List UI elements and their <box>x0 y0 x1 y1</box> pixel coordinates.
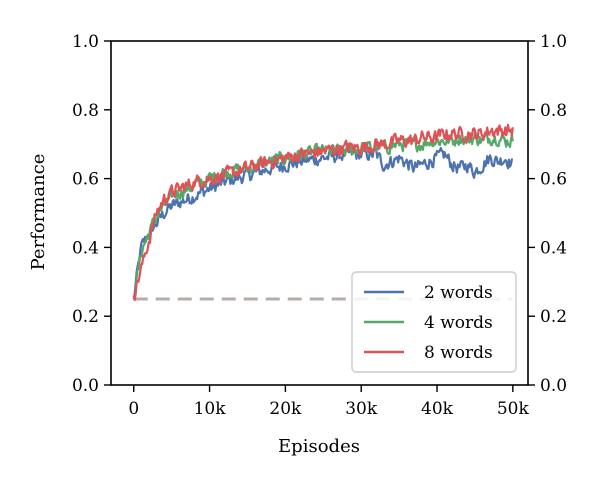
series-line-1 <box>132 145 513 300</box>
x-axis-label: Episodes <box>278 436 360 457</box>
series-line-3 <box>132 123 514 301</box>
legend-label-1: 2 words <box>424 283 493 303</box>
x-tick-label: 0 <box>128 399 139 419</box>
y-tick-label-left: 0.6 <box>72 170 99 190</box>
y-tick-label-left: 0.2 <box>72 307 99 327</box>
y-tick-label-right: 1.0 <box>540 32 567 52</box>
y-tick-label-right: 0.0 <box>540 376 567 396</box>
y-tick-label-right: 0.8 <box>540 101 567 121</box>
y-tick-label-right: 0.4 <box>540 238 567 258</box>
legend: 2 words 4 words 8 words <box>351 271 517 373</box>
plot-frame <box>110 40 529 386</box>
y-tick-label-left: 0.8 <box>72 101 99 121</box>
y-tick-label-right: 0.2 <box>540 307 567 327</box>
x-tick-label: 10k <box>194 399 227 419</box>
y-tick-label-left: 1.0 <box>72 32 99 52</box>
x-tick-label: 50k <box>497 399 530 419</box>
axes: 0.0 0.0 0.2 0.2 0.4 0.4 0.6 0.6 0.8 0.8 1.0 1.0 0 10k… <box>72 32 567 419</box>
y-tick-label-left: 0.0 <box>72 376 99 396</box>
x-tick-label: 20k <box>269 399 302 419</box>
y-tick-label-left: 0.4 <box>72 238 99 258</box>
x-tick-label: 40k <box>421 399 454 419</box>
legend-label-3: 8 words <box>424 343 493 363</box>
y-tick-label-right: 0.6 <box>540 170 567 190</box>
y-axis-label: Performance <box>28 154 49 271</box>
legend-label-2: 4 words <box>424 313 493 333</box>
x-tick-label: 30k <box>345 399 378 419</box>
legend-box <box>351 271 517 373</box>
